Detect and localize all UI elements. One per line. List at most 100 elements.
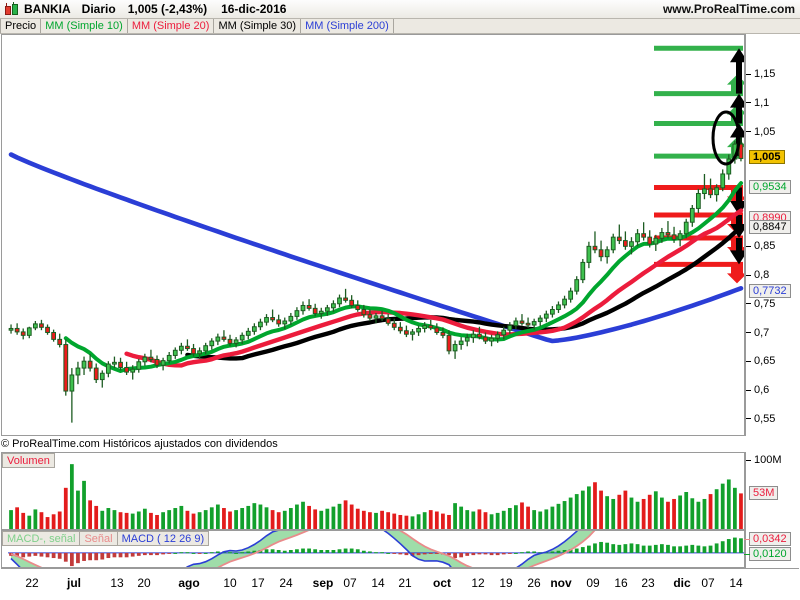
candle-up — [105, 363, 111, 374]
candle-down — [385, 318, 391, 324]
candle-down — [124, 367, 129, 373]
volume-value-tag-0[interactable]: 53M — [749, 486, 779, 501]
tick-dash — [746, 332, 751, 334]
legend-item-4[interactable]: MM (Simple 200) — [301, 19, 394, 33]
legend-item-0[interactable]: Precio — [0, 19, 42, 33]
legend-item-1[interactable]: MM (Simple 10) — [41, 19, 128, 33]
candle-down — [641, 233, 647, 238]
legend-item-2[interactable]: MM (Simple 20) — [127, 19, 215, 33]
price-value-tag-4[interactable]: 0,7732 — [749, 283, 791, 298]
candle-down — [428, 325, 434, 329]
legend-item-label: MM (Simple 200) — [305, 20, 389, 32]
macd-hist-down — [155, 552, 159, 556]
candle-up — [452, 344, 458, 352]
macd-hist-up — [246, 551, 251, 553]
volume-bar-up — [319, 510, 324, 529]
price-legend-bar: Precio MM (Simple 10) MM (Simple 20) MM (Si… — [0, 19, 800, 34]
volume-bar-up — [678, 495, 683, 529]
price-scale[interactable]: 1,15 1,1 1,05 0,85 0,8 0,75 0,7 0,65 0,6 0,55 1,00… — [745, 34, 799, 436]
macd-value-tag-0[interactable]: 0,0342 — [744, 532, 791, 546]
volume-legend-item-0[interactable]: Volumen — [2, 453, 55, 468]
candle-up — [659, 232, 665, 239]
volume-scale[interactable]: 100M 53M — [745, 452, 799, 530]
macd-hist-down — [501, 552, 506, 555]
candle-down — [227, 338, 233, 344]
volume-bar-down — [641, 498, 646, 529]
macd-hist-down — [21, 552, 26, 558]
macd-legend-item-1[interactable]: Señal — [79, 531, 117, 546]
price-tick-4: 0,8 — [746, 269, 769, 281]
candle-up — [215, 336, 221, 342]
date-tick-7: 24 — [279, 576, 293, 590]
macd-hist-up — [386, 552, 391, 554]
candle-up — [282, 320, 288, 325]
volume-bar-up — [288, 508, 293, 529]
volume-bar-down — [57, 511, 62, 529]
candle-up — [568, 290, 574, 300]
date-tick-18: 16 — [614, 576, 628, 590]
price-chart-panel[interactable] — [1, 34, 745, 436]
volume-bar-down — [88, 500, 93, 529]
macd-hist-up — [368, 551, 372, 553]
macd-hist-up — [641, 545, 646, 553]
macd-legend-item-0[interactable]: MACD-, señal — [2, 531, 80, 546]
macd-scale[interactable]: 0,0342 0,0120 — [744, 530, 799, 568]
title-bar: BANKIA Diario 1,005 (-2,43%) 16-dic-2016… — [0, 0, 800, 19]
volume-bar-up — [574, 494, 579, 529]
macd-hist-up — [228, 552, 232, 554]
macd-hist-down — [136, 552, 141, 556]
copyright-note: © ProRealTime.com Históricos ajustados c… — [1, 437, 745, 451]
candle-down — [154, 358, 160, 366]
macd-hist-down — [142, 552, 147, 556]
volume-bar-up — [209, 507, 214, 529]
macd-value-tag-1[interactable]: 0,0120 — [744, 547, 791, 561]
date-tick-22: 14 — [729, 576, 743, 590]
candle-up — [580, 261, 586, 281]
price-value-tag-0[interactable]: 1,005 — [749, 150, 785, 165]
macd-hist-up — [611, 544, 616, 553]
volume-panel[interactable] — [1, 452, 745, 530]
tick-dash — [746, 418, 751, 420]
macd-hist-up — [234, 552, 238, 554]
macd-hist-up — [185, 552, 190, 554]
macd-hist-up — [173, 552, 178, 554]
candle-up — [495, 334, 501, 339]
volume-bar-up — [507, 508, 512, 529]
volume-bar-up — [27, 515, 32, 529]
tick-dash — [746, 389, 751, 391]
volume-bar-up — [611, 498, 616, 529]
date-tick-16: nov — [550, 576, 572, 590]
volume-bar-up — [179, 505, 184, 529]
volume-bar-down — [434, 511, 439, 529]
price-tick-label: 0,8 — [754, 269, 770, 282]
candle-down — [349, 299, 355, 306]
candle-up — [714, 187, 720, 196]
candle-down — [14, 327, 20, 333]
macd-hist-up — [580, 547, 585, 553]
price-tick-label: 0,75 — [754, 297, 776, 310]
volume-bar-up — [33, 509, 38, 529]
macd-svg — [8, 531, 744, 567]
macd-legend-item-2[interactable]: MACD ( 12 26 9) — [116, 531, 210, 546]
candle-down — [391, 322, 397, 328]
volume-bar-up — [325, 508, 330, 529]
volume-bar-up — [130, 513, 135, 529]
volume-bar-down — [270, 510, 275, 529]
macd-hist-down — [507, 552, 512, 554]
date-axis[interactable]: 22 jul 13 20 ago 10 17 24 sep 07 14 21 oct 12 19 26 nov 0… — [1, 568, 799, 600]
candle-down — [185, 345, 190, 350]
macd-line — [10, 531, 579, 567]
candle-up — [489, 337, 494, 342]
macd-hist-down — [33, 552, 38, 556]
macd-hist-up — [191, 552, 196, 554]
macd-hist-down — [447, 552, 451, 556]
legend-item-3[interactable]: MM (Simple 30) — [214, 19, 302, 33]
macd-panel[interactable] — [1, 530, 745, 568]
price-value-tag-3[interactable]: 0,8847 — [749, 219, 791, 234]
price-value-tag-1[interactable]: 0,9534 — [749, 180, 791, 195]
volume-bar-down — [343, 500, 348, 529]
macd-hist-down — [15, 552, 20, 557]
date-tick-19: 23 — [641, 576, 655, 590]
macd-hist-up — [301, 548, 305, 553]
candle-down — [525, 322, 531, 326]
